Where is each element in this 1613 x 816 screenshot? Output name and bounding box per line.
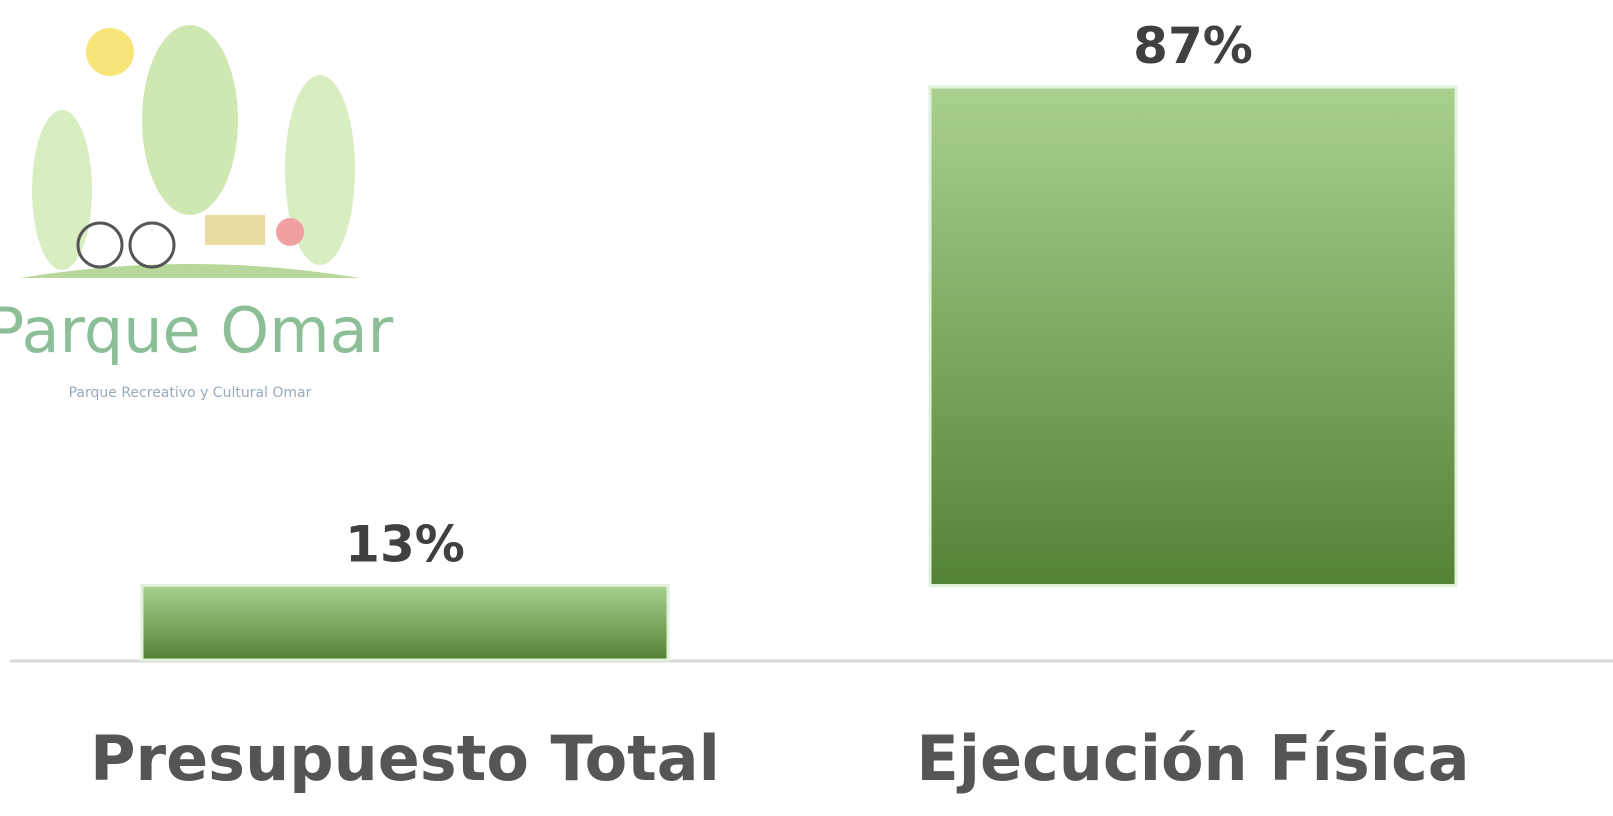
bar [140,584,670,662]
x-tick-label: Ejecución Física [916,722,1469,795]
logo-sun [86,28,134,76]
logo-wheel [76,221,124,269]
logo-wheel [128,221,176,269]
logo-bench [205,215,265,245]
bar [928,85,1458,588]
logo-title: Parque Omar [0,294,394,367]
logo-subtitle: Parque Recreativo y Cultural Omar [69,385,312,401]
logo-tree [285,75,355,265]
value-label: 13% [345,516,465,574]
logo-tree [32,110,92,270]
logo-ball [276,218,304,246]
logo-tree [142,25,238,215]
x-tick-label: Presupuesto Total [90,722,720,795]
logo: Parque Omar Parque Recreativo y Cultural… [0,25,394,401]
value-label: 87% [1133,17,1253,75]
